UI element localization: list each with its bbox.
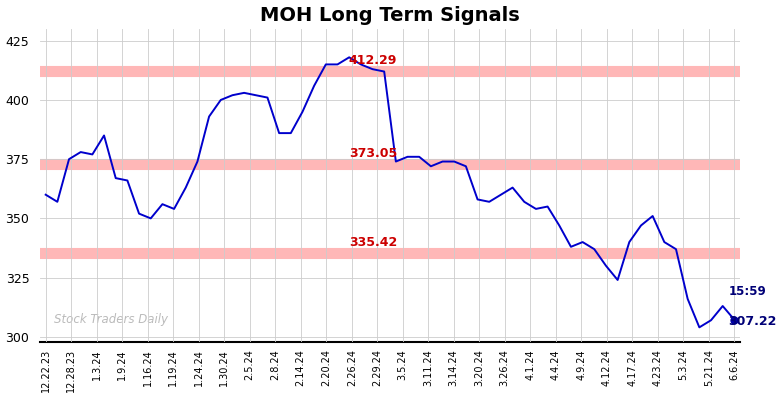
Text: 373.05: 373.05 [349,147,397,160]
Text: 15:59: 15:59 [728,285,766,298]
Text: 412.29: 412.29 [349,54,397,67]
Text: Stock Traders Daily: Stock Traders Daily [54,313,168,326]
Text: 335.42: 335.42 [349,236,397,250]
Text: 307.22: 307.22 [728,315,777,328]
Title: MOH Long Term Signals: MOH Long Term Signals [260,6,520,25]
